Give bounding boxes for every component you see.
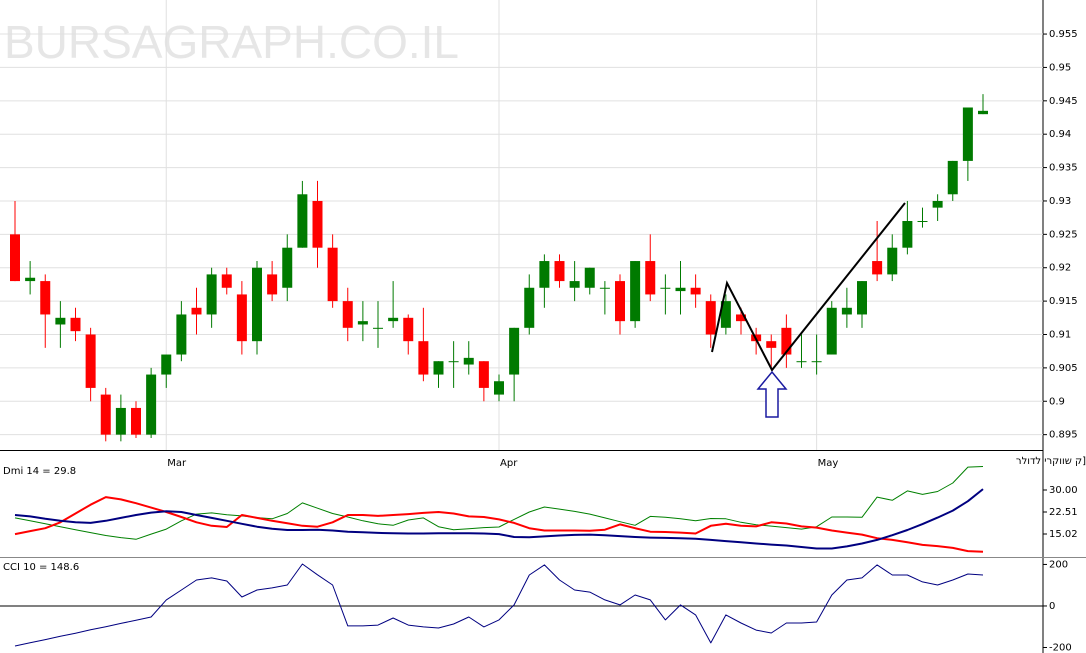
candle-body (191, 307, 202, 315)
candle-body (297, 194, 308, 248)
candle-body (539, 261, 550, 288)
y-tick-label: 0.92 (1049, 263, 1071, 274)
candle-body (675, 287, 686, 292)
candle-body (312, 200, 323, 248)
candle-body (176, 314, 187, 355)
candle-body (720, 301, 731, 328)
candle-body (10, 234, 20, 282)
candle-body (267, 274, 278, 295)
candle-body (615, 281, 625, 322)
candle-body (236, 294, 247, 342)
y-tick-label: 0.93 (1049, 196, 1071, 207)
candle-body (55, 317, 66, 325)
y-tick-label: 0.94 (1049, 129, 1071, 140)
candle-body (599, 287, 610, 289)
candle-body (630, 261, 641, 322)
indicator-line (14, 563, 984, 647)
candle-body (811, 361, 822, 363)
candle-body (115, 407, 126, 435)
candle-body (902, 220, 913, 248)
candle-body (766, 341, 777, 348)
candle-body (252, 267, 262, 342)
candle-body (373, 327, 383, 329)
y-tick-label: 0.915 (1049, 296, 1078, 307)
candle-body (388, 317, 399, 322)
candle-body (448, 361, 459, 363)
y-tick-label: 200 (1049, 559, 1068, 570)
x-tick-label: Apr (500, 458, 518, 469)
arrow-annotation (756, 370, 788, 418)
candle-body (131, 407, 141, 435)
indicator-line (14, 496, 984, 553)
candle-body (221, 274, 232, 288)
chart-title: ק שווקרי לדולר] (1016, 456, 1086, 467)
candle-body (524, 287, 535, 328)
candle-body (25, 277, 36, 282)
y-tick-label: 0.95 (1049, 62, 1071, 73)
panel-title: Dmi 14 = 29.8 (3, 466, 76, 477)
indicator-line (14, 466, 984, 540)
candle-body (463, 357, 474, 365)
candle-body (841, 307, 852, 315)
candle-body (826, 307, 837, 355)
candle-body (342, 301, 353, 328)
candle-body (509, 327, 520, 375)
panel-title: CCI 10 = 148.6 (3, 562, 79, 573)
candle-body (554, 261, 565, 282)
candle-body (418, 341, 429, 375)
candle-body (705, 301, 716, 335)
candle-body (569, 281, 580, 288)
y-tick-label: 0.91 (1049, 329, 1071, 340)
y-tick-label: 0.9 (1049, 396, 1065, 407)
candle-body (206, 274, 217, 315)
x-tick-label: May (818, 458, 839, 469)
candle-body (660, 287, 671, 289)
y-tick-label: 0.945 (1049, 96, 1078, 107)
watermark: BURSAGRAPH.CO.IL (4, 16, 459, 68)
x-tick-label: Mar (167, 458, 187, 469)
y-tick-label: 0 (1049, 601, 1055, 612)
candle-body (887, 247, 898, 275)
trend-annotation (711, 202, 906, 372)
y-tick-label: 15.02 (1049, 529, 1078, 540)
candle-body (690, 287, 701, 295)
candle-body (781, 327, 792, 355)
candle-body (433, 361, 444, 375)
candle-body (947, 160, 958, 195)
candle-body (932, 200, 943, 208)
candle-body (736, 314, 746, 322)
y-tick-label: 0.895 (1049, 430, 1078, 441)
candle-body (327, 247, 338, 302)
candle-body (584, 267, 595, 288)
candle-body (357, 321, 368, 325)
candle-body (100, 394, 111, 435)
candle-body (962, 107, 973, 161)
y-tick-label: -200 (1049, 642, 1072, 653)
candle-body (796, 361, 807, 363)
candle-body (857, 281, 867, 315)
y-tick-label: 0.925 (1049, 229, 1078, 240)
y-tick-label: 0.935 (1049, 163, 1078, 174)
candle-body (161, 354, 172, 375)
candle-body (645, 261, 656, 295)
candle-body (494, 381, 504, 395)
candle-body (70, 317, 81, 332)
y-tick-label: 30.00 (1049, 485, 1078, 496)
y-tick-label: 0.905 (1049, 363, 1078, 374)
candle-body (85, 334, 96, 388)
y-tick-label: 0.955 (1049, 29, 1078, 40)
y-tick-label: 22.51 (1049, 507, 1078, 518)
candle-body (146, 374, 157, 435)
candle-body (917, 220, 928, 222)
candle-body (872, 261, 883, 275)
candle-body (478, 361, 489, 388)
candle-body (978, 110, 988, 115)
candle-body (40, 281, 51, 315)
candle-body (282, 247, 293, 288)
candle-body (403, 317, 414, 342)
indicator-line (14, 488, 984, 550)
